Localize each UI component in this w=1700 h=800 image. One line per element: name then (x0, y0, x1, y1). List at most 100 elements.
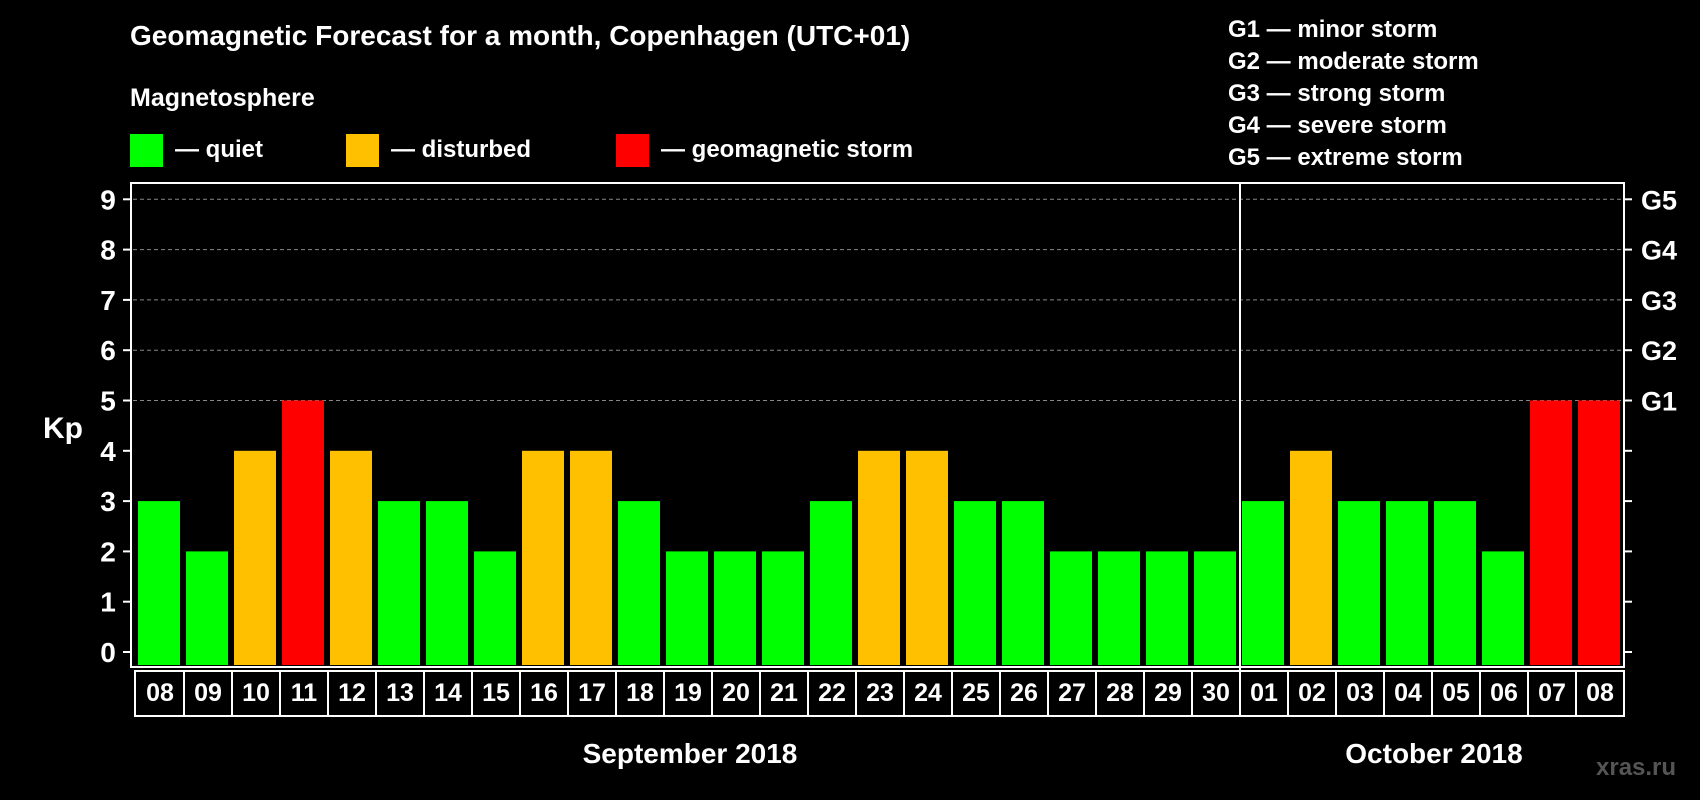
x-tick-label: 04 (1394, 679, 1422, 707)
storm-scale-legend: G1 — minor storm G2 — moderate storm G3 … (1228, 14, 1479, 174)
bar (954, 501, 996, 665)
bar (906, 450, 948, 665)
right-axis-label: G5 (1641, 185, 1677, 215)
legend-swatch-storm (616, 133, 649, 167)
bar (666, 551, 708, 665)
bar (1290, 450, 1332, 665)
bar (810, 501, 852, 665)
x-tick-label: 29 (1154, 679, 1182, 707)
x-tick-label: 15 (482, 679, 510, 707)
watermark: xras.ru (1596, 754, 1677, 781)
x-tick-label: 10 (242, 679, 270, 707)
legend-swatch-quiet (130, 133, 163, 167)
storm-scale-g1: G1 — minor storm (1228, 16, 1438, 43)
bar (1242, 501, 1284, 665)
x-tick-label: 22 (818, 679, 846, 707)
legend-swatch-disturbed (346, 133, 379, 167)
y-tick-label: 6 (100, 335, 116, 366)
x-tick-label: 21 (770, 679, 798, 707)
date-row-frame (134, 670, 1625, 717)
legend-item-disturbed: — disturbed (346, 133, 531, 167)
x-tick-label: 30 (1202, 679, 1230, 707)
bar (1050, 551, 1092, 665)
bar (762, 551, 804, 665)
x-tick-label: 26 (1010, 679, 1038, 707)
x-tick-label: 02 (1298, 679, 1326, 707)
x-tick-label: 20 (722, 679, 750, 707)
bar (858, 450, 900, 665)
x-tick-label: 01 (1250, 679, 1278, 707)
bar (330, 450, 372, 665)
right-axis-label: G2 (1641, 336, 1677, 366)
x-tick-label: 17 (578, 679, 606, 707)
bar (1338, 501, 1380, 665)
x-tick-label: 09 (194, 679, 222, 707)
y-tick-label: 3 (100, 486, 116, 517)
bar (1146, 551, 1188, 665)
x-tick-label: 16 (530, 679, 558, 707)
x-tick-label: 03 (1346, 679, 1374, 707)
bar (234, 450, 276, 665)
x-tick-label: 11 (291, 679, 318, 707)
x-tick-label: 05 (1442, 679, 1470, 707)
right-axis-label: G1 (1641, 387, 1677, 417)
bar (138, 501, 180, 665)
y-axis-label: Kp (43, 412, 83, 445)
y-tick-label: 9 (100, 184, 116, 215)
y-tick-label: 0 (100, 637, 116, 668)
legend-heading: Magnetosphere (130, 84, 315, 112)
right-axis-label: G4 (1641, 236, 1677, 266)
storm-scale-g4: G4 — severe storm (1228, 112, 1447, 139)
month-label: September 2018 (583, 738, 798, 769)
bar (714, 551, 756, 665)
bar (186, 551, 228, 665)
legend-label-storm: — geomagnetic storm (661, 136, 914, 163)
right-axis-label: G3 (1641, 286, 1677, 316)
y-tick-label: 5 (100, 386, 116, 417)
x-tick-label: 24 (914, 679, 942, 707)
bar (1098, 551, 1140, 665)
bar (570, 450, 612, 665)
bar (618, 501, 660, 665)
x-tick-label: 08 (146, 679, 174, 707)
x-tick-label: 28 (1106, 679, 1134, 707)
bar (1434, 501, 1476, 665)
plot-frame (130, 182, 1625, 668)
x-tick-label: 25 (962, 679, 990, 707)
y-tick-label: 8 (100, 235, 116, 266)
storm-scale-g5: G5 — extreme storm (1228, 144, 1463, 171)
bar (1194, 551, 1236, 665)
storm-scale-g3: G3 — strong storm (1228, 80, 1446, 107)
y-tick-label: 2 (100, 536, 116, 567)
x-tick-label: 23 (866, 679, 894, 707)
x-tick-label: 07 (1538, 679, 1566, 707)
bar (282, 400, 324, 665)
x-tick-label: 19 (674, 679, 702, 707)
y-tick-label: 7 (100, 285, 116, 316)
x-tick-label: 18 (626, 679, 654, 707)
x-tick-label: 06 (1490, 679, 1518, 707)
x-tick-label: 27 (1058, 679, 1086, 707)
legend-label-disturbed: — disturbed (391, 136, 532, 163)
bar (474, 551, 516, 665)
x-tick-label: 14 (434, 679, 462, 707)
x-tick-label: 13 (386, 679, 414, 707)
legend-item-storm: — geomagnetic storm (616, 133, 913, 167)
month-label: October 2018 (1345, 738, 1522, 769)
bar (1578, 400, 1620, 665)
x-tick-label: 12 (338, 679, 366, 707)
y-tick-label: 4 (100, 436, 116, 467)
legend-label-quiet: — quiet (175, 136, 263, 163)
bar (1386, 501, 1428, 665)
bar (1530, 400, 1572, 665)
bar (1482, 551, 1524, 665)
bar (1002, 501, 1044, 665)
x-tick-label: 08 (1586, 679, 1614, 707)
bar (378, 501, 420, 665)
bar (426, 501, 468, 665)
bar (522, 450, 564, 665)
storm-scale-g2: G2 — moderate storm (1228, 48, 1479, 75)
chart-title: Geomagnetic Forecast for a month, Copenh… (130, 20, 911, 51)
y-tick-label: 1 (100, 587, 116, 618)
